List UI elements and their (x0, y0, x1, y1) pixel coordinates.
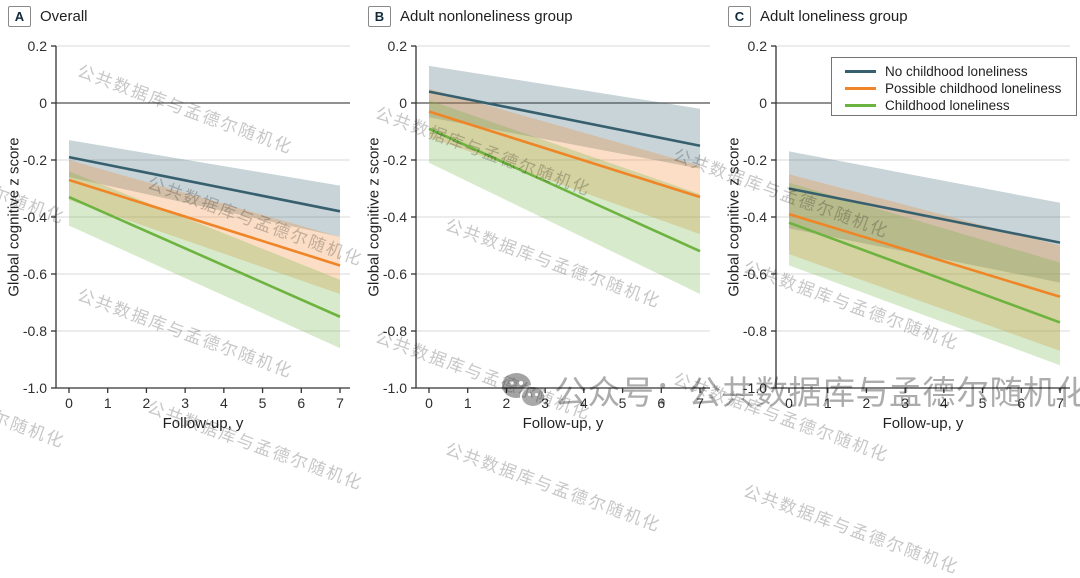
svg-text:6: 6 (1017, 395, 1025, 411)
panel-a-y-axis-title: Global cognitive z score (5, 137, 23, 297)
legend-label: Possible childhood loneliness (885, 81, 1062, 96)
svg-text:1: 1 (824, 395, 832, 411)
svg-text:0.2: 0.2 (748, 38, 768, 54)
svg-text:3: 3 (901, 395, 909, 411)
panel-b-title: Adult nonloneliness group (400, 8, 573, 25)
svg-text:-0.6: -0.6 (383, 266, 407, 282)
svg-text:1: 1 (104, 395, 112, 411)
svg-text:0.2: 0.2 (388, 38, 408, 54)
svg-text:-0.8: -0.8 (383, 323, 407, 339)
svg-text:7: 7 (336, 395, 344, 411)
panel-a-letter: A (8, 6, 31, 27)
panel-a-title: Overall (40, 8, 88, 25)
svg-text:5: 5 (259, 395, 267, 411)
svg-text:1: 1 (464, 395, 472, 411)
svg-text:3: 3 (541, 395, 549, 411)
panel-a-x-axis-title: Follow-up, y (162, 415, 244, 432)
svg-text:-0.6: -0.6 (743, 266, 767, 282)
no-childhood-loneliness-line-swatch (845, 70, 876, 73)
svg-text:0.2: 0.2 (28, 38, 48, 54)
legend-item-childhood-loneliness: Childhood loneliness (845, 97, 1076, 114)
svg-text:0: 0 (759, 95, 767, 111)
svg-text:-0.4: -0.4 (383, 209, 407, 225)
panel-c-title: Adult loneliness group (760, 8, 908, 25)
svg-text:-0.8: -0.8 (23, 323, 47, 339)
legend-label: No childhood loneliness (885, 64, 1028, 79)
childhood-loneliness-line-swatch (845, 104, 876, 107)
panel-b-plot: 0.2 0 -0.2 -0.4 -0.6 -0.8 -1.0 0 1 2 3 4 5 6 7 (383, 38, 710, 411)
svg-text:-0.6: -0.6 (23, 266, 47, 282)
legend-item-possible-childhood-loneliness: Possible childhood loneliness (845, 80, 1076, 97)
svg-text:3: 3 (181, 395, 189, 411)
panel-b-y-axis-title: Global cognitive z score (365, 137, 383, 297)
svg-text:-0.2: -0.2 (743, 152, 767, 168)
panel-b-x-axis-title: Follow-up, y (522, 415, 604, 432)
panel-a: A Overall 0.2 0 -0.2 -0.4 -0.6 -0.8 -1.0 0 1 2 3 4 5… (0, 0, 360, 439)
watermark-text: 公共数据库与孟德尔随机化 (740, 481, 962, 578)
svg-text:6: 6 (657, 395, 665, 411)
svg-text:-1.0: -1.0 (23, 380, 47, 396)
svg-text:4: 4 (940, 395, 948, 411)
watermark-text: 公共数据库与孟德尔随机化 (442, 439, 664, 536)
svg-text:-0.8: -0.8 (743, 323, 767, 339)
svg-text:5: 5 (979, 395, 987, 411)
panel-b-header: B Adult nonloneliness group (368, 6, 573, 27)
svg-text:-1.0: -1.0 (743, 380, 767, 396)
legend-label: Childhood loneliness (885, 98, 1010, 113)
panel-a-plot: 0.2 0 -0.2 -0.4 -0.6 -0.8 -1.0 0 1 2 3 4 5 6 7 (23, 38, 350, 411)
legend: No childhood loneliness Possible childho… (831, 57, 1077, 116)
panel-b-letter: B (368, 6, 391, 27)
svg-text:-0.2: -0.2 (23, 152, 47, 168)
possible-childhood-loneliness-line-swatch (845, 87, 876, 90)
svg-text:2: 2 (503, 395, 511, 411)
svg-text:0: 0 (65, 395, 73, 411)
svg-text:0: 0 (785, 395, 793, 411)
svg-text:2: 2 (863, 395, 871, 411)
svg-text:7: 7 (1056, 395, 1064, 411)
panel-c-header: C Adult loneliness group (728, 6, 908, 27)
svg-text:4: 4 (580, 395, 588, 411)
svg-text:5: 5 (619, 395, 627, 411)
svg-text:4: 4 (220, 395, 228, 411)
panel-c-letter: C (728, 6, 751, 27)
svg-text:-0.4: -0.4 (743, 209, 767, 225)
legend-item-no-childhood-loneliness: No childhood loneliness (845, 63, 1076, 80)
svg-text:-0.2: -0.2 (383, 152, 407, 168)
panel-c-plot: 0.2 0 -0.2 -0.4 -0.6 -0.8 -1.0 0 1 2 3 4 5 6 7 (743, 38, 1070, 411)
panel-c-x-axis-title: Follow-up, y (882, 415, 964, 432)
svg-text:7: 7 (696, 395, 704, 411)
svg-text:0: 0 (39, 95, 47, 111)
svg-text:6: 6 (297, 395, 305, 411)
panel-a-header: A Overall (8, 6, 88, 27)
panel-c: C Adult loneliness group 0.2 0 -0.2 -0.4 -0.… (720, 0, 1080, 439)
panel-b: B Adult nonloneliness group 0.2 0 -0.2 -0.4… (360, 0, 720, 439)
panel-c-y-axis-title: Global cognitive z score (725, 137, 743, 297)
svg-text:0: 0 (425, 395, 433, 411)
svg-text:-1.0: -1.0 (383, 380, 407, 396)
svg-text:0: 0 (399, 95, 407, 111)
svg-text:-0.4: -0.4 (23, 209, 47, 225)
svg-text:2: 2 (143, 395, 151, 411)
